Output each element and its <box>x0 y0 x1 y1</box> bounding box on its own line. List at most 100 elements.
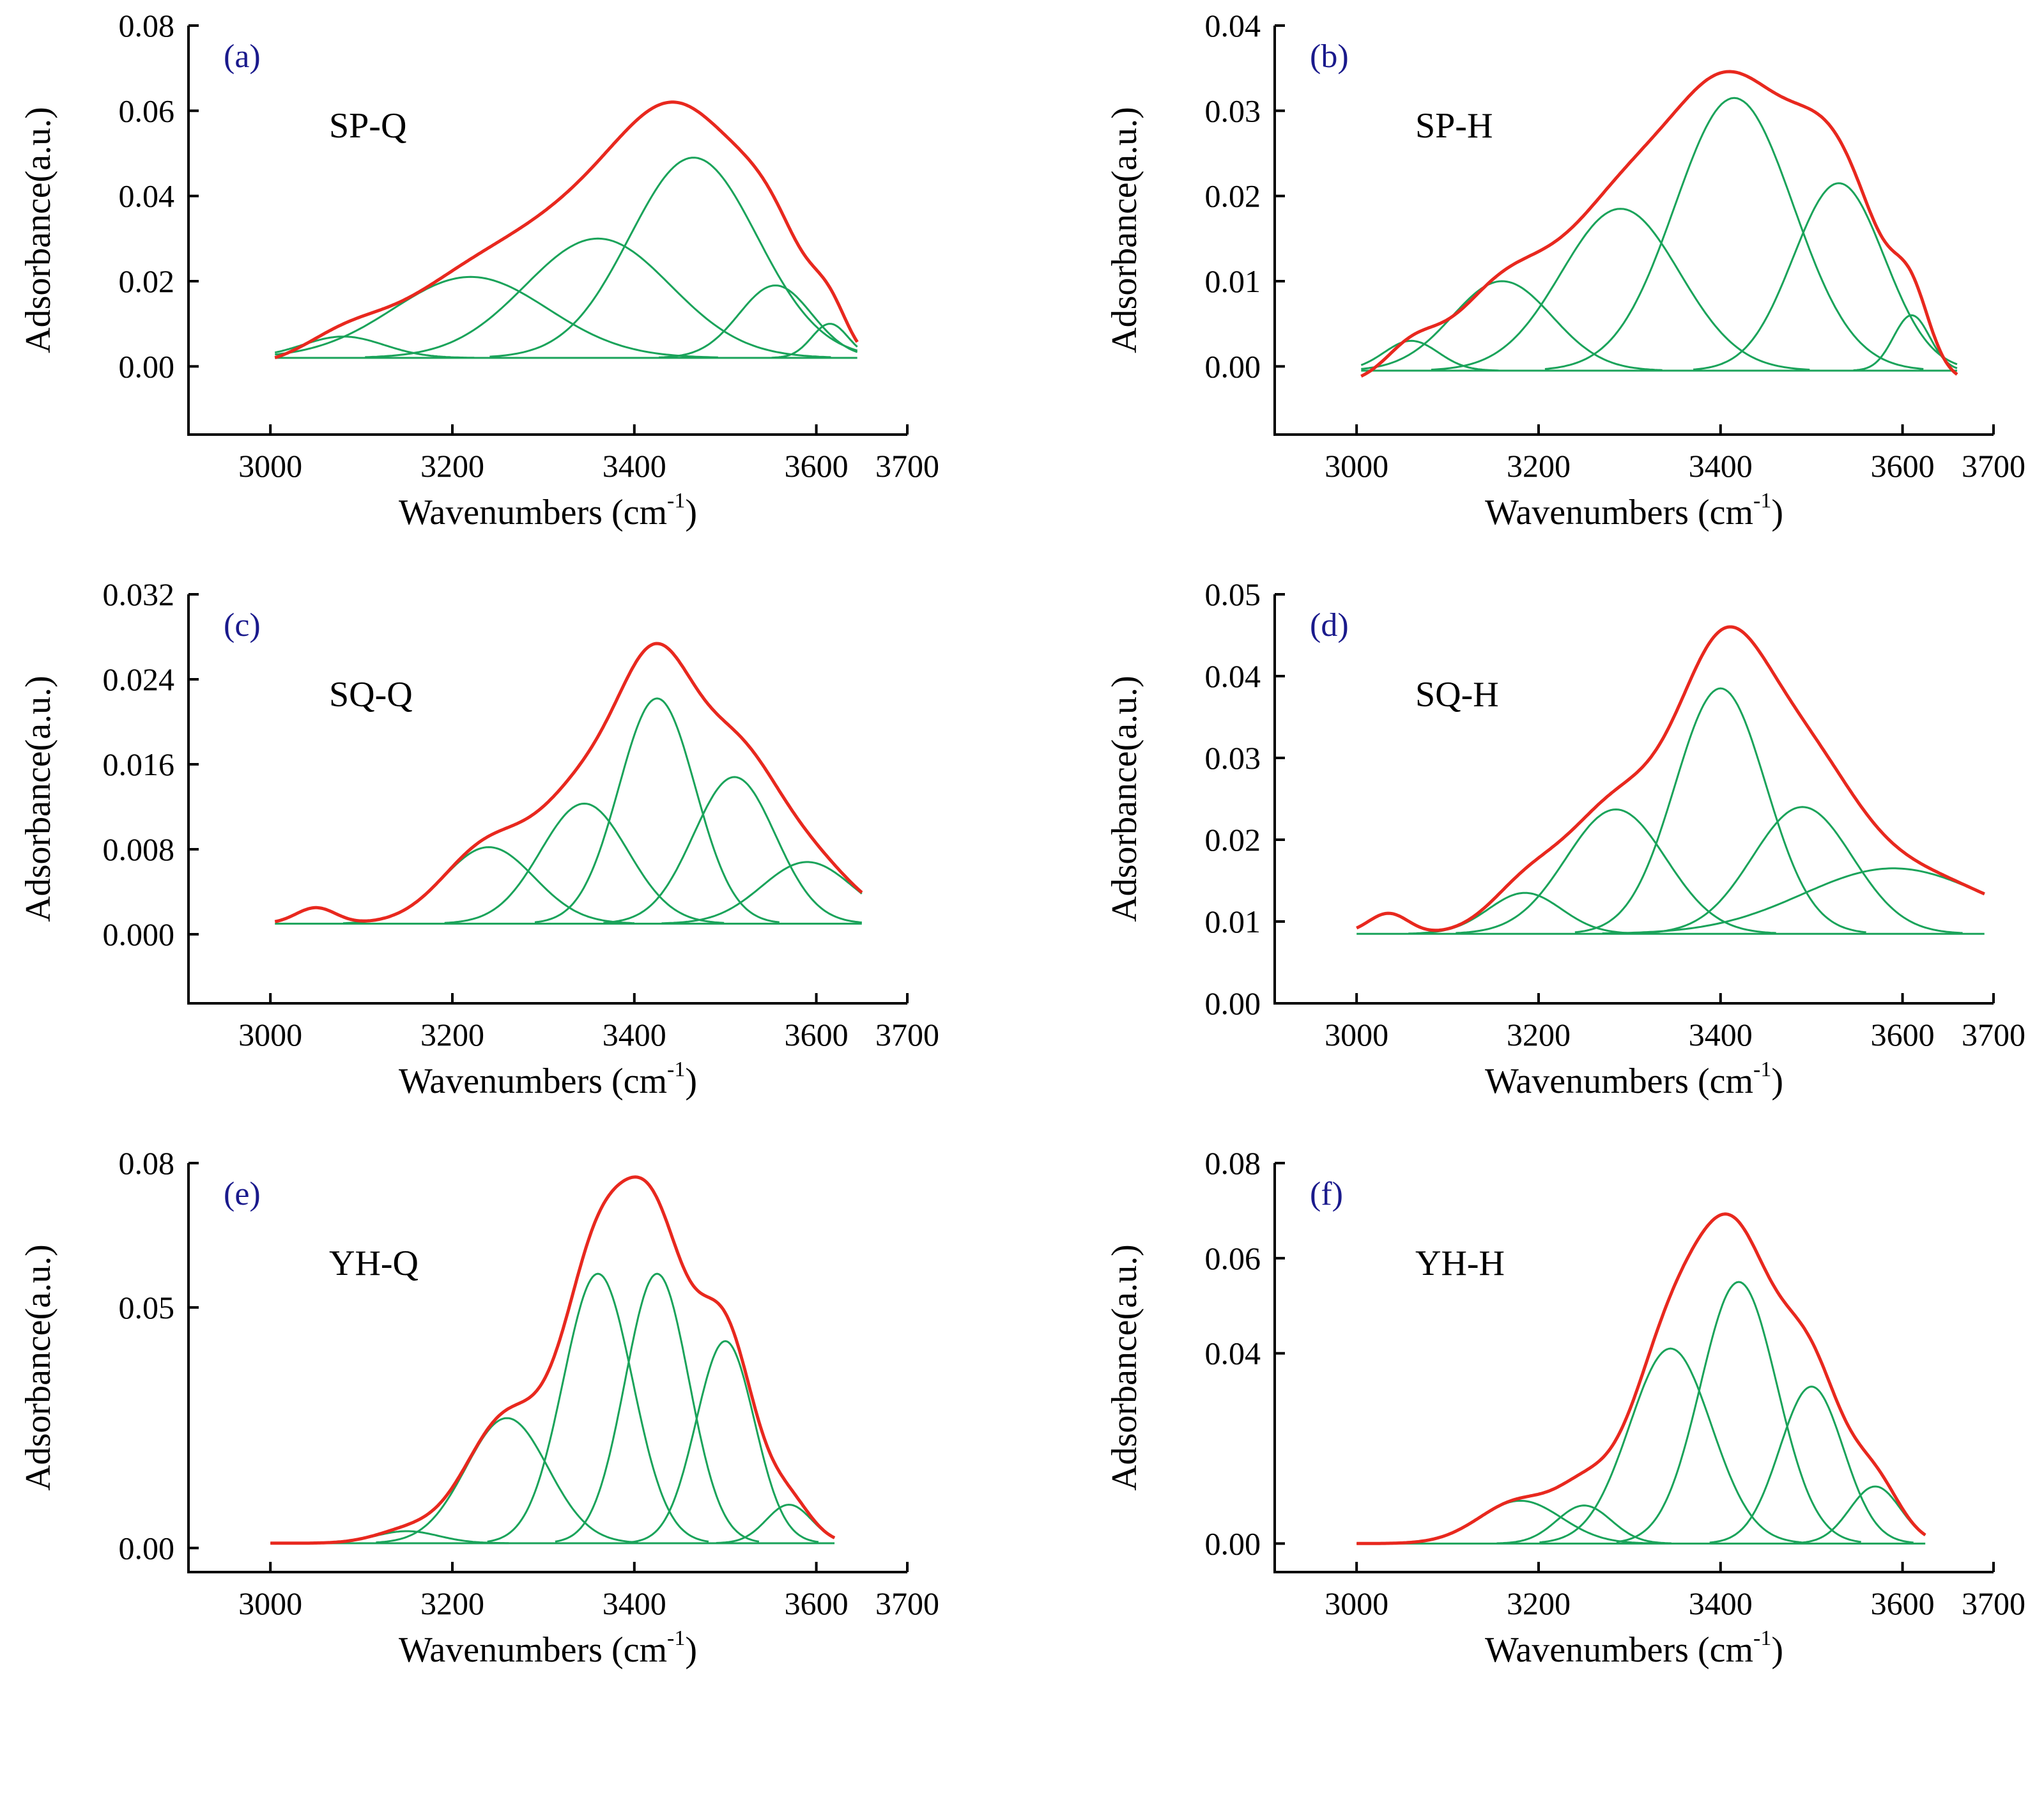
component-peak-2 <box>376 1417 638 1544</box>
y-tick-label: 0.00 <box>119 348 175 384</box>
y-tick-label: 0.000 <box>103 916 175 952</box>
component-peak-4 <box>1544 96 1924 370</box>
x-axis-label: Wavenumbers (cm-1) <box>1485 1626 1783 1670</box>
y-tick-label: 0.03 <box>1205 740 1261 776</box>
y-axis-label: Adsorbance(a.u.) <box>1105 675 1144 922</box>
x-axis-label-exponent: -1 <box>1753 1058 1771 1081</box>
y-axis-label: Adsorbance(a.u.) <box>19 675 58 922</box>
x-tick-label: 3600 <box>785 1017 849 1053</box>
component-peak-2 <box>275 275 718 359</box>
x-axis-label: Wavenumbers (cm-1) <box>399 1626 697 1670</box>
y-tick-label: 0.03 <box>1205 93 1261 128</box>
x-axis-label: Wavenumbers (cm-1) <box>1485 1058 1783 1101</box>
y-tick-label: 0.02 <box>119 263 175 299</box>
y-tick-label: 0.04 <box>1205 8 1261 43</box>
x-tick-label: 3600 <box>1871 1017 1935 1053</box>
component-peak-3 <box>1574 687 1866 934</box>
x-axis-label-main: Wavenumbers (cm <box>1485 1630 1753 1670</box>
x-tick-label: 3600 <box>785 448 849 484</box>
x-tick-label: 3000 <box>238 1017 302 1053</box>
panel-letter: (c) <box>224 607 261 644</box>
x-axis-label-close: ) <box>1771 1061 1783 1101</box>
component-peak-2 <box>1456 808 1776 934</box>
x-tick-label: 3200 <box>1507 1585 1571 1621</box>
y-tick-label: 0.00 <box>1205 1525 1261 1561</box>
x-tick-label: 3700 <box>875 448 939 484</box>
component-peak-5 <box>661 861 863 925</box>
panel-b: 3000 3200 3400 3600 3700 0.00 0.01 0.02 0.03 0.04… <box>1105 8 2025 532</box>
axes-frame <box>1273 26 1994 436</box>
panel-letter: (a) <box>224 38 261 75</box>
x-tick-label: 3000 <box>238 1585 302 1621</box>
component-peak-3 <box>534 697 780 923</box>
y-tick-label: 0.008 <box>103 831 175 867</box>
x-tick-label: 3000 <box>1325 1585 1388 1621</box>
x-axis-label-exponent: -1 <box>667 1058 685 1081</box>
y-tick-label: 0.01 <box>1205 904 1261 939</box>
component-peak-5 <box>1709 1385 1914 1544</box>
envelope-curve <box>1356 1212 1926 1545</box>
x-tick-label: 3000 <box>1325 1017 1388 1053</box>
x-tick-label: 3600 <box>1871 448 1935 484</box>
y-axis-label: Adsorbance(a.u.) <box>19 1244 58 1491</box>
x-tick-label: 3700 <box>1962 1017 2025 1053</box>
y-tick-label: 0.06 <box>119 93 175 128</box>
x-tick-label: 3600 <box>785 1585 849 1621</box>
component-peak-5 <box>632 1340 819 1543</box>
x-axis-label-exponent: -1 <box>1753 1626 1771 1650</box>
component-peak-2 <box>1361 280 1663 371</box>
envelope-curve <box>1356 625 1985 932</box>
x-axis-label-exponent: -1 <box>667 489 685 513</box>
x-axis-label: Wavenumbers (cm-1) <box>399 489 697 532</box>
y-tick-label: 0.024 <box>103 661 175 697</box>
panel-f: 3000 3200 3400 3600 3700 0.00 0.04 0.06 0.08 Wave… <box>1105 1145 2025 1670</box>
y-tick-label: 0.05 <box>1205 576 1261 612</box>
y-tick-label: 0.04 <box>1205 658 1261 694</box>
component-peak-1 <box>274 336 475 359</box>
x-axis-label-main: Wavenumbers (cm <box>399 1061 667 1101</box>
y-tick-label: 0.08 <box>1205 1145 1261 1181</box>
x-axis-label: Wavenumbers (cm-1) <box>399 1058 697 1101</box>
y-axis-label: Adsorbance(a.u.) <box>1105 1244 1144 1491</box>
component-peak-3 <box>1539 1347 1802 1543</box>
y-tick-label: 0.04 <box>1205 1336 1261 1371</box>
x-tick-label: 3200 <box>1507 448 1571 484</box>
x-tick-label: 3600 <box>1871 1585 1935 1621</box>
component-peak-4 <box>1616 1281 1861 1543</box>
panel-e: 3000 3200 3400 3600 3700 0.00 0.05 0.08 Wavenumb… <box>19 1145 939 1670</box>
x-tick-label: 3000 <box>1325 448 1388 484</box>
panel-letter: (e) <box>224 1176 261 1212</box>
component-peak-3 <box>1431 208 1810 371</box>
x-tick-label: 3400 <box>603 448 666 484</box>
panel-letter: (d) <box>1310 607 1349 644</box>
envelope-curve <box>274 100 859 360</box>
y-tick-label: 0.00 <box>119 1530 175 1566</box>
component-peak-4 <box>1642 806 1963 934</box>
component-peak-4 <box>555 1272 760 1543</box>
envelope-curve <box>274 642 863 923</box>
x-tick-label: 3400 <box>603 1017 666 1053</box>
y-tick-label: 0.01 <box>1205 263 1261 299</box>
x-tick-label: 3200 <box>420 1017 484 1053</box>
component-peak-6 <box>771 323 858 359</box>
component-peak-2 <box>1496 1504 1671 1545</box>
sample-label: SP-H <box>1415 106 1493 146</box>
x-tick-label: 3700 <box>1962 448 2025 484</box>
x-tick-label: 3200 <box>1507 1017 1571 1053</box>
panel-letter: (b) <box>1310 38 1349 75</box>
sample-label: SP-Q <box>329 106 406 146</box>
component-peak-5 <box>1693 182 1958 371</box>
x-tick-label: 3200 <box>420 448 484 484</box>
x-axis-label-main: Wavenumbers (cm <box>1485 1061 1753 1101</box>
x-axis-label-main: Wavenumbers (cm <box>1485 493 1753 532</box>
panel-c: 3000 3200 3400 3600 3700 0.000 0.008 0.016 0.024… <box>19 576 939 1101</box>
y-tick-label: 0.00 <box>1205 348 1261 384</box>
component-peak-1 <box>1360 339 1499 372</box>
x-axis-label-exponent: -1 <box>667 1626 685 1650</box>
panel-d: 3000 3200 3400 3600 3700 0.00 0.01 0.02 0.03 0.04… <box>1105 576 2025 1101</box>
x-tick-label: 3700 <box>1962 1585 2025 1621</box>
component-peak-1 <box>1408 891 1641 935</box>
component-peak-6 <box>1853 314 1958 371</box>
y-tick-label: 0.02 <box>1205 178 1261 214</box>
